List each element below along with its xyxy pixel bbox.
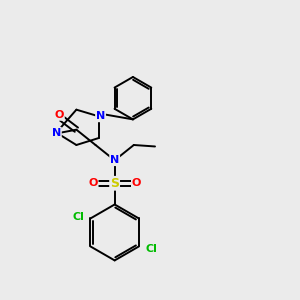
Text: Cl: Cl [72,212,84,222]
Text: N: N [52,128,61,138]
Text: N: N [96,111,105,122]
Text: O: O [88,178,98,188]
Text: N: N [110,155,119,165]
Text: S: S [110,177,119,190]
Text: O: O [55,110,64,120]
Text: O: O [132,178,141,188]
Text: Cl: Cl [145,244,157,254]
